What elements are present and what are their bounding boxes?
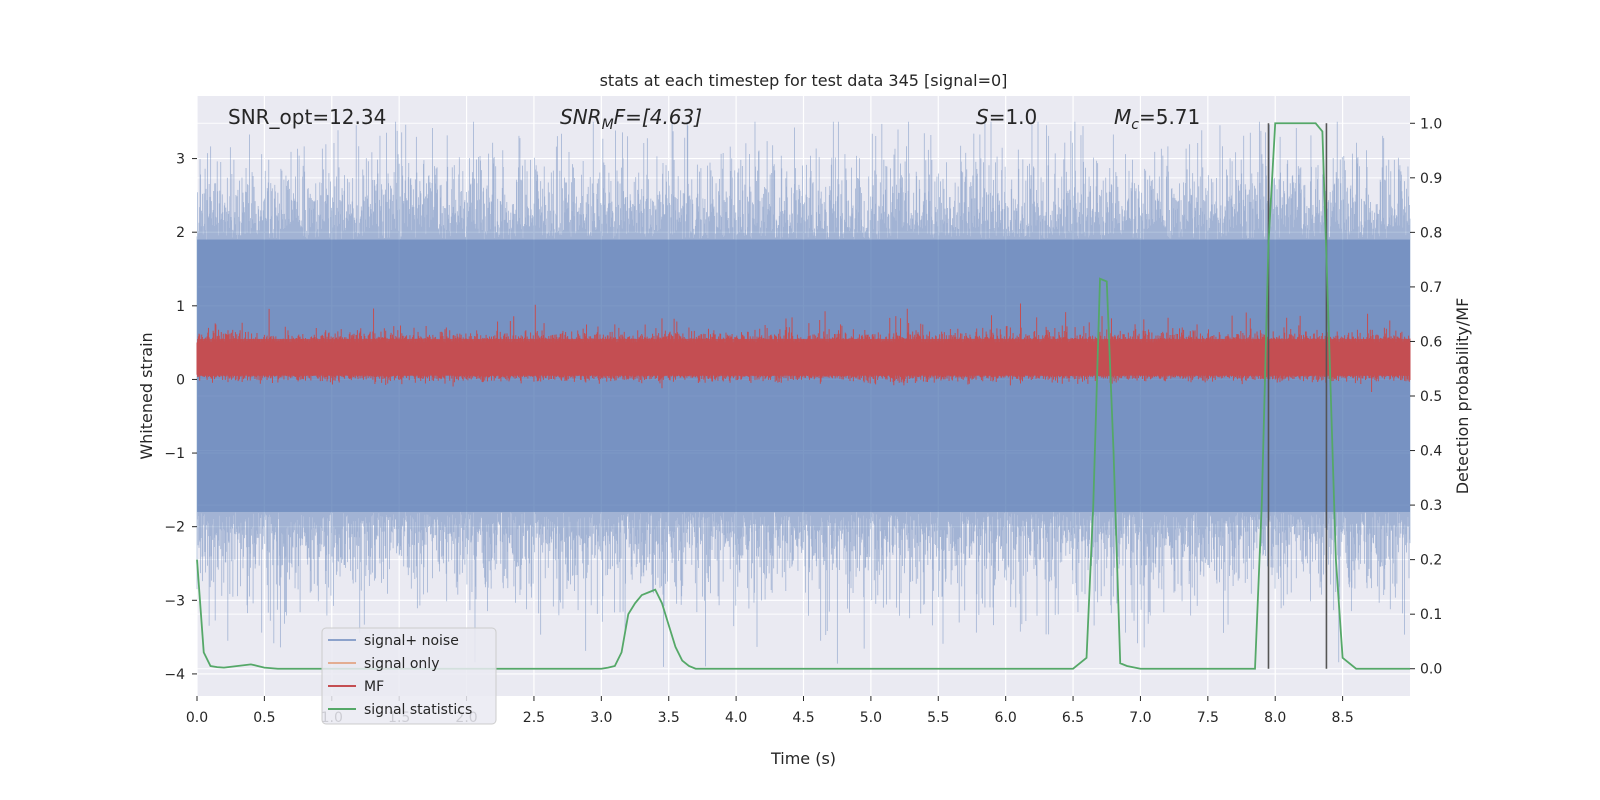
x-tick-label: 5.0: [860, 710, 882, 726]
annotation-mc: Mc=5.71: [1114, 105, 1200, 133]
legend-entry-label: signal only: [364, 656, 439, 672]
x-tick-label: 7.0: [1129, 710, 1151, 726]
y-right-tick-label: 0.2: [1420, 553, 1442, 569]
y-tick-label: −2: [164, 520, 185, 536]
y-tick-label: 1: [176, 299, 185, 315]
x-tick-label: 6.5: [1062, 710, 1084, 726]
stats-series-line: [196, 122, 1410, 670]
mf-series-line: [196, 303, 1411, 392]
x-tick-label: 8.0: [1264, 710, 1286, 726]
y-right-tick-label: 0.9: [1420, 171, 1442, 187]
x-tick-label: 0.0: [186, 710, 208, 726]
vertical-lines-layer: [1267, 123, 1328, 669]
x-tick-label: 5.5: [927, 710, 949, 726]
annotation-snr-mf: SNRMF=[4.63]: [560, 105, 702, 133]
x-tick-label: 3.0: [590, 710, 612, 726]
snr-mf-rest: F=[4.63]: [614, 105, 702, 129]
y-right-tick-label: 0.6: [1420, 334, 1442, 350]
s-val: =1.0: [989, 105, 1038, 129]
x-tick-label: 3.5: [658, 710, 680, 726]
x-tick-label: 4.5: [792, 710, 814, 726]
y-right-tick-label: 0.8: [1420, 225, 1442, 241]
y-right-tick-label: 0.5: [1420, 389, 1442, 405]
x-tick-label: 8.5: [1331, 710, 1353, 726]
x-tick-label: 4.0: [725, 710, 747, 726]
y-right-tick-label: 0.4: [1420, 444, 1442, 460]
mc-val: =5.71: [1139, 105, 1200, 129]
snr-mf-sub: M: [602, 117, 614, 133]
x-tick-label: 6.0: [995, 710, 1017, 726]
y-right-tick-label: 0.0: [1420, 662, 1442, 678]
mc-sub: c: [1131, 117, 1139, 133]
legend-entry-label: signal+ noise: [364, 633, 459, 649]
y-tick-label: 0: [176, 372, 185, 388]
y-right-tick-label: 1.0: [1420, 116, 1442, 132]
y-right-tick-label: 0.1: [1420, 607, 1442, 623]
legend-entry-label: MF: [364, 679, 384, 695]
legend-box: [321, 627, 497, 725]
snr-mf-base: SNR: [560, 105, 602, 129]
y-axis-label-right: Detection probability/MF: [1453, 298, 1472, 495]
y-axis-label: Whitened strain: [137, 332, 156, 459]
y-tick-label: −3: [164, 593, 185, 609]
legend-entries: signal+ noise signal only MF signal statist…: [328, 633, 472, 718]
y-right-tick-label: 0.7: [1420, 280, 1442, 296]
tick-layer: 0.00.51.01.52.02.53.03.54.04.55.05.56.06…: [164, 116, 1442, 726]
y-tick-label: −1: [164, 446, 185, 462]
y-tick-label: 2: [176, 225, 185, 241]
annotation-snr-opt: SNR_opt=12.34: [228, 105, 386, 129]
x-tick-label: 7.5: [1197, 710, 1219, 726]
y-tick-label: −4: [164, 667, 185, 683]
legend: signal+ noise signal only MF signal statist…: [321, 627, 497, 725]
s-var: S: [976, 105, 989, 129]
y-tick-label: 3: [176, 152, 185, 168]
mf-series-layer: [196, 303, 1411, 392]
mc-var: M: [1114, 105, 1131, 129]
x-axis-label: Time (s): [770, 749, 836, 768]
chart-title: stats at each timestep for test data 345…: [600, 71, 1008, 90]
x-tick-label: 0.5: [253, 710, 275, 726]
x-tick-label: 2.5: [523, 710, 545, 726]
stats-series-layer: [196, 122, 1410, 670]
legend-entry-label: signal statistics: [364, 702, 472, 718]
y-right-tick-label: 0.3: [1420, 498, 1442, 514]
annotation-s: S=1.0: [976, 105, 1037, 129]
